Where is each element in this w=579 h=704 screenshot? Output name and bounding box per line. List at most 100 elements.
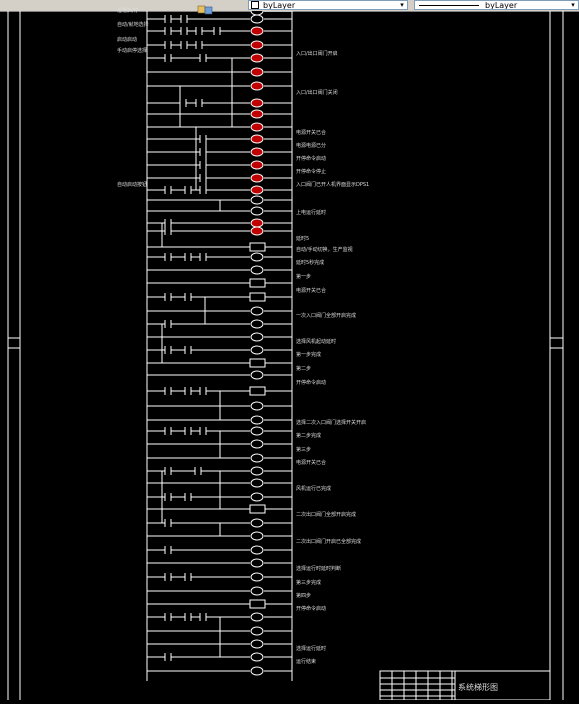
right-label: 第一步完成 xyxy=(296,352,322,358)
right-label: 电源开关已合 xyxy=(296,130,327,136)
drawing-canvas[interactable] xyxy=(0,6,579,701)
right-label: 二次出口阀门全部开启完成 xyxy=(296,512,357,518)
contact-gap xyxy=(185,493,191,501)
right-label: 二次出口阀门开启已全部完成 xyxy=(296,539,362,545)
left-label: 溜槽启/停 xyxy=(117,8,139,14)
contact-gap xyxy=(165,467,171,475)
output-coil xyxy=(250,626,264,636)
output-coil xyxy=(250,265,264,275)
output-coil xyxy=(250,81,264,91)
output-coil xyxy=(250,98,264,108)
color-swatch xyxy=(251,1,259,9)
box-coil xyxy=(249,504,266,514)
output-coil xyxy=(250,415,264,425)
contact-gap xyxy=(165,573,171,581)
right-label: 第四步 xyxy=(296,593,312,599)
right-label: 选择运行时延时判断 xyxy=(296,566,342,572)
contact-gap xyxy=(200,387,206,395)
contact-gap xyxy=(195,467,201,475)
right-label: 延时5 xyxy=(296,236,310,242)
layer-combo-value: byLayer xyxy=(263,1,296,10)
left-label: 自动启动按钮 xyxy=(117,182,148,188)
contact-gap xyxy=(200,148,206,156)
contact-gap xyxy=(185,346,191,354)
contact-gap xyxy=(165,253,171,261)
box-coil xyxy=(249,292,266,302)
contact-gap xyxy=(181,27,187,35)
contact-gap xyxy=(200,613,206,621)
right-label: 延时5秒完成 xyxy=(296,260,325,266)
output-coil xyxy=(250,122,264,132)
contact-gap xyxy=(200,161,206,169)
right-label: 一次入口阀门全部开启完成 xyxy=(296,313,357,319)
right-label: 第三步完成 xyxy=(296,580,322,586)
output-coil xyxy=(250,426,264,436)
output-coil xyxy=(250,586,264,596)
linetype-combo[interactable]: byLayer ▾ xyxy=(414,0,579,10)
contact-gap xyxy=(185,387,191,395)
output-coil xyxy=(250,558,264,568)
contact-gap xyxy=(165,27,171,35)
output-coil xyxy=(250,319,264,329)
output-coil xyxy=(250,40,264,50)
output-coil xyxy=(250,14,264,24)
left-label: 启动启动 xyxy=(117,37,138,43)
contact-gap xyxy=(196,99,202,107)
box-coil xyxy=(249,386,266,396)
output-coil xyxy=(250,6,264,16)
contact-gap xyxy=(165,427,171,435)
layers-icon[interactable] xyxy=(196,0,216,15)
output-coil xyxy=(250,439,264,449)
contact-gap xyxy=(181,41,187,49)
output-coil xyxy=(250,67,264,77)
contact-gap xyxy=(165,346,171,354)
right-label: 第二步完成 xyxy=(296,433,322,439)
contact-gap xyxy=(200,135,206,143)
right-label: 开停命令停止 xyxy=(296,169,327,175)
right-label: 电源开关已合 xyxy=(296,460,327,466)
output-coil xyxy=(250,572,264,582)
left-label: 手动启停选择 xyxy=(117,48,148,54)
right-label: 开停命令启动 xyxy=(296,606,327,612)
linetype-preview xyxy=(419,5,479,6)
title-block xyxy=(379,670,551,701)
layer-combo[interactable]: byLayer ▾ xyxy=(248,0,408,10)
chevron-down-icon[interactable]: ▾ xyxy=(571,1,575,9)
contact-gap xyxy=(185,427,191,435)
output-coil xyxy=(250,109,264,119)
frame-marker xyxy=(549,337,564,349)
right-label: 第三步 xyxy=(296,447,312,453)
contact-gap xyxy=(181,15,187,23)
contact-gap xyxy=(165,320,171,328)
contact-gap xyxy=(180,99,186,107)
output-coil xyxy=(250,226,264,236)
output-coil xyxy=(250,53,264,63)
contact-gap xyxy=(165,293,171,301)
output-coil xyxy=(250,195,264,205)
contact-gap xyxy=(200,253,206,261)
output-coil xyxy=(250,206,264,216)
contact-gap xyxy=(196,27,202,35)
contact-gap xyxy=(165,186,171,194)
box-coil xyxy=(249,358,266,368)
output-coil xyxy=(250,453,264,463)
output-coil xyxy=(250,306,264,316)
output-coil xyxy=(250,401,264,411)
output-coil xyxy=(250,332,264,342)
right-label: 开停命令启动 xyxy=(296,380,327,386)
right-label: 电源开关已合 xyxy=(296,288,327,294)
right-label: 风机运行已完成 xyxy=(296,486,332,492)
frame-marker xyxy=(7,337,21,349)
right-label: 电源电源已分 xyxy=(296,143,327,149)
chevron-down-icon[interactable]: ▾ xyxy=(400,1,404,9)
right-label: 运行结束 xyxy=(296,659,317,665)
output-coil xyxy=(250,666,264,676)
box-coil xyxy=(249,242,266,252)
box-coil xyxy=(249,278,266,288)
right-label: 入口/出口阀门关闭 xyxy=(296,90,338,96)
contact-gap xyxy=(200,186,206,194)
right-label: 选择二次入口阀门选择开关开启 xyxy=(296,420,367,426)
contact-gap xyxy=(214,27,220,35)
contact-gap xyxy=(185,573,191,581)
right-label: 开停命令启动 xyxy=(296,156,327,162)
